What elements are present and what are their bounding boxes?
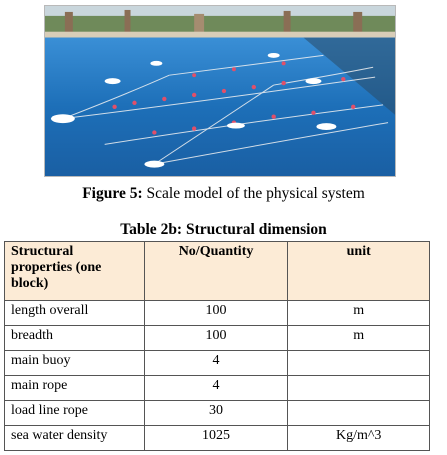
- table-header-row: Structural properties (one block) No/Qua…: [4, 241, 430, 301]
- pool-scale-model-photo: [44, 5, 396, 177]
- header-structural-properties: Structural properties (one block): [4, 241, 145, 301]
- structural-dimension-table: Structural properties (one block) No/Qua…: [4, 241, 430, 451]
- cell-property: sea water density: [4, 425, 145, 451]
- cell-unit: [287, 375, 430, 401]
- cell-quantity: 100: [143, 325, 289, 351]
- cell-property: load line rope: [4, 400, 145, 426]
- float-markers: [112, 61, 356, 135]
- pool-photo-graphic: [45, 6, 395, 176]
- table-row: length overall 100 m: [4, 300, 430, 326]
- cell-quantity: 30: [143, 400, 289, 426]
- table-title: Table 2b: Structural dimension: [120, 221, 327, 238]
- figure-caption: Figure 5: Scale model of the physical sy…: [0, 185, 447, 203]
- cell-quantity: 1025: [143, 425, 289, 451]
- cell-property: length overall: [4, 300, 145, 326]
- cell-unit: [287, 400, 430, 426]
- cell-property: main rope: [4, 375, 145, 401]
- cell-unit: m: [287, 300, 430, 326]
- main-buoys: [50, 52, 337, 168]
- table-row: breadth 100 m: [4, 325, 430, 351]
- figure-caption-text: Scale model of the physical system: [142, 185, 365, 202]
- cell-property: main buoy: [4, 350, 145, 376]
- mooring-lines: [62, 54, 389, 165]
- cell-quantity: 4: [143, 375, 289, 401]
- table-row: sea water density 1025 Kg/m^3: [4, 425, 430, 451]
- cell-quantity: 100: [143, 300, 289, 326]
- table-row: main buoy 4: [4, 350, 430, 376]
- header-unit: unit: [287, 241, 430, 301]
- header-quantity: No/Quantity: [143, 241, 289, 301]
- cell-quantity: 4: [143, 350, 289, 376]
- figure-label: Figure 5:: [82, 185, 143, 202]
- cell-unit: m: [287, 325, 430, 351]
- cell-property: breadth: [4, 325, 145, 351]
- pool-deck: [45, 31, 395, 38]
- table-row: load line rope 30: [4, 400, 430, 426]
- table-row: main rope 4: [4, 375, 430, 401]
- cell-unit: [287, 350, 430, 376]
- cell-unit: Kg/m^3: [287, 425, 430, 451]
